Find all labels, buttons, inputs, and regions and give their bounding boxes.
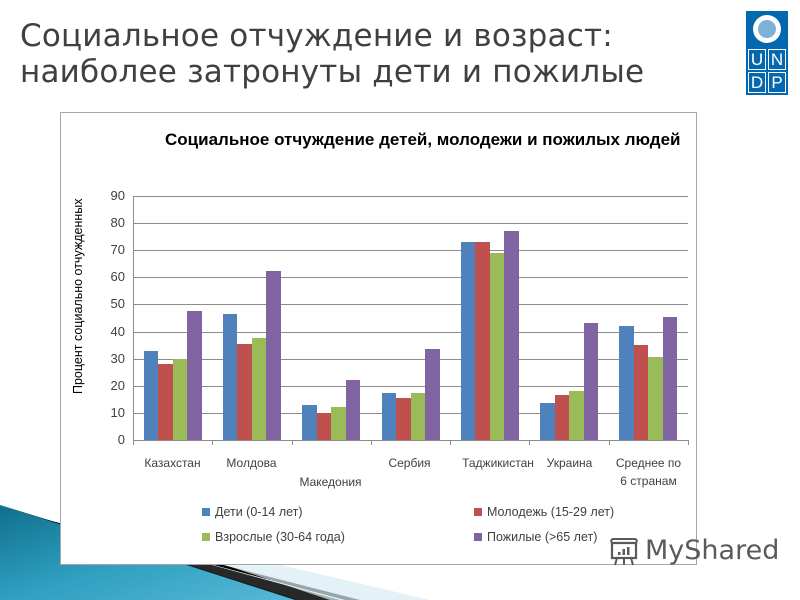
legend-swatch-blue	[202, 508, 210, 516]
slide-title: Социальное отчуждение и возраст: наиболе…	[20, 18, 644, 90]
bar	[266, 270, 281, 440]
legend-item-children: Дети (0-14 лет)	[202, 505, 303, 519]
bar	[540, 403, 555, 440]
legend-label: Пожилые (>65 лет)	[487, 530, 598, 544]
gridline	[133, 385, 688, 387]
bar	[619, 326, 634, 440]
bar	[316, 412, 332, 440]
bar	[569, 391, 584, 440]
bar	[251, 338, 267, 440]
myshared-logo-icon	[610, 538, 638, 566]
bar	[460, 242, 476, 440]
bar	[648, 357, 663, 440]
legend-item-elderly: Пожилые (>65 лет)	[474, 530, 597, 544]
bar	[143, 350, 159, 440]
bar	[331, 407, 346, 440]
un-emblem-icon	[753, 15, 781, 43]
legend-label: Молодежь (15-29 лет)	[487, 505, 615, 519]
y-tick-label: 10	[110, 404, 125, 420]
legend-label: Дети (0-14 лет)	[215, 505, 303, 519]
bar	[504, 231, 519, 440]
x-label-kazakhstan: Казахстан	[144, 456, 201, 470]
bar	[633, 345, 649, 440]
watermark-text: MyShared	[645, 535, 780, 566]
x-label-average-line2: 6 странам	[620, 474, 677, 488]
bar	[475, 242, 490, 440]
x-tick	[133, 440, 134, 445]
gridline	[133, 304, 688, 306]
y-tick-label: 80	[110, 215, 125, 231]
undp-logo: U N D P	[746, 11, 788, 95]
y-tick-label: 90	[110, 188, 125, 203]
x-tick	[370, 440, 372, 445]
logo-letter: P	[768, 72, 786, 93]
gridline	[133, 196, 688, 197]
legend-label: Взрослые (30-64 года)	[215, 530, 345, 544]
legend-swatch-purple	[474, 533, 482, 541]
bar	[237, 343, 252, 440]
bar	[222, 313, 238, 440]
plot-area	[133, 196, 688, 441]
y-tick-label: 0	[117, 432, 125, 447]
gridline	[133, 223, 688, 225]
y-axis-line	[133, 196, 134, 445]
y-tick-label: 50	[110, 296, 125, 312]
bar	[345, 380, 361, 440]
bar	[554, 395, 570, 440]
logo-letter: D	[748, 72, 766, 93]
bar	[489, 252, 505, 440]
bar	[583, 323, 599, 440]
gridline	[133, 331, 688, 333]
x-tick	[212, 440, 214, 445]
y-tick-label: 40	[110, 323, 125, 339]
x-label-ukraine: Украина	[546, 456, 593, 470]
y-axis-label: Процент социально отчужденных	[71, 198, 85, 394]
bar	[187, 311, 202, 440]
chart-title: Социальное отчуждение детей, молодежи и …	[165, 130, 681, 149]
x-label-tajikistan: Таджикистан	[462, 456, 534, 470]
bar	[158, 364, 173, 440]
x-tick	[529, 440, 531, 445]
legend-swatch-green	[202, 533, 210, 541]
logo-letter: N	[768, 49, 786, 70]
legend-item-youth: Молодежь (15-29 лет)	[474, 505, 614, 519]
logo-letter: U	[748, 49, 766, 70]
legend-swatch-red	[474, 508, 482, 516]
slide-title-line2: наиболее затронуты дети и пожилые	[20, 54, 645, 90]
y-tick-label: 60	[110, 269, 125, 285]
x-tick	[688, 440, 689, 445]
bar	[425, 349, 440, 440]
bar	[302, 404, 317, 440]
bar	[396, 397, 411, 440]
x-label-macedonia: Македония	[299, 475, 362, 489]
x-label-average: Среднее по 6 странам	[609, 456, 688, 488]
gridline	[133, 277, 688, 279]
x-axis-line	[133, 440, 688, 441]
y-tick-label: 70	[110, 242, 125, 258]
x-label-serbia: Сербия	[388, 456, 431, 470]
x-label-moldova: Молдова	[226, 456, 277, 470]
legend-item-adults: Взрослые (30-64 года)	[202, 530, 345, 544]
y-tick-label: 30	[110, 350, 125, 366]
x-tick	[291, 440, 293, 445]
bar	[410, 392, 425, 440]
x-tick	[450, 440, 452, 445]
y-tick-label: 20	[110, 377, 125, 393]
gridline	[133, 358, 688, 360]
slide-title-line1: Социальное отчуждение и возраст:	[20, 18, 613, 54]
bar	[381, 392, 396, 440]
x-tick	[608, 440, 610, 445]
gridline	[133, 250, 688, 252]
bar	[662, 316, 678, 440]
x-label-average-line1: Среднее по	[615, 456, 682, 470]
bar	[172, 358, 188, 440]
